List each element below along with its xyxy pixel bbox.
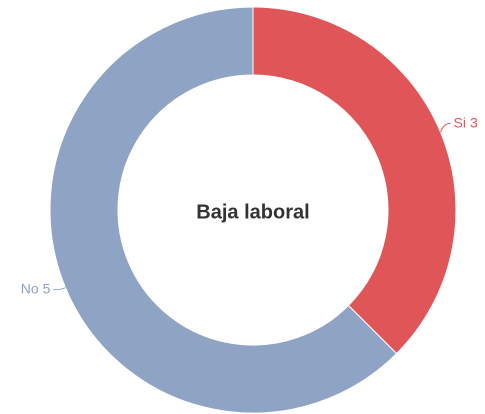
donut-slice [252,6,457,355]
slice-label-value: 5 [43,280,51,296]
chart-title: Baja laboral [196,201,309,223]
slice-label-value: 3 [470,114,478,130]
slices [49,6,457,414]
slice-label: Si 3 [454,114,478,130]
slice-label-category: No [21,280,39,296]
leader-line [440,122,451,133]
leader-line [53,287,66,291]
donut-slice [49,6,398,414]
slice-label: No 5 [21,280,51,296]
slice-label-category: Si [454,114,466,130]
